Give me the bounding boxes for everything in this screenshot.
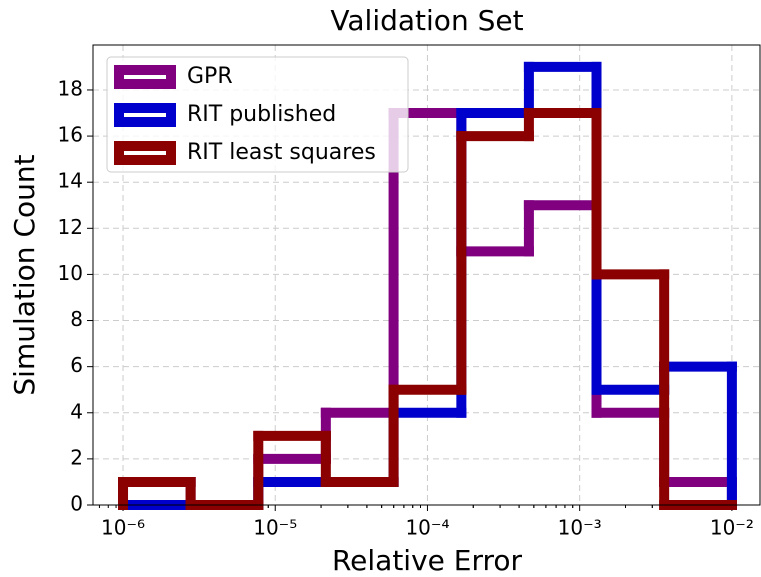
legend-box xyxy=(106,56,409,173)
plot-frame xyxy=(92,44,761,506)
y-tick-label: 18 xyxy=(58,76,83,100)
legend-label: RIT least squares xyxy=(187,140,376,165)
y-tick-label: 12 xyxy=(58,215,83,239)
y-tick-label: 4 xyxy=(70,399,83,423)
legend-label: GPR xyxy=(187,64,233,89)
legend-swatch xyxy=(114,141,176,165)
legend: GPR RIT published RIT least squares xyxy=(106,56,409,173)
y-tick-label: 8 xyxy=(70,307,83,331)
x-axis-label: Relative Error xyxy=(332,544,523,577)
y-tick-label: 2 xyxy=(70,445,83,469)
y-tick-label: 14 xyxy=(58,169,83,193)
x-tick-label: 10⁻² xyxy=(710,516,754,540)
legend-swatch xyxy=(114,103,176,127)
y-tick-label: 6 xyxy=(70,353,83,377)
x-tick-label: 10⁻⁴ xyxy=(405,516,449,540)
y-tick-label: 16 xyxy=(58,123,83,147)
x-tick-label: 10⁻⁶ xyxy=(101,516,145,540)
legend-swatch xyxy=(114,65,176,89)
y-tick-label: 10 xyxy=(58,261,83,285)
x-tick-label: 10⁻⁵ xyxy=(253,516,297,540)
x-tick-label: 10⁻³ xyxy=(558,516,602,540)
chart-title: Validation Set xyxy=(330,4,523,37)
y-tick-label: 0 xyxy=(70,492,83,516)
legend-label: RIT published xyxy=(187,102,336,127)
y-axis-label: Simulation Count xyxy=(8,154,41,395)
